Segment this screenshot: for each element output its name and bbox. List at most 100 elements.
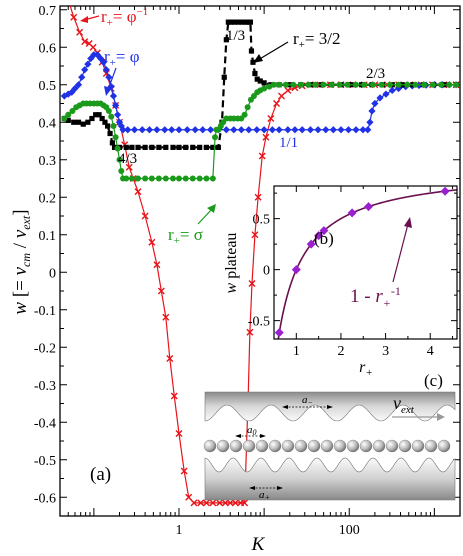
data-point	[180, 467, 188, 475]
data-point	[371, 99, 379, 108]
data-point	[278, 92, 285, 100]
data-point	[124, 126, 132, 134]
data-point	[170, 144, 176, 150]
inset-c-velocity-arrow	[392, 413, 445, 421]
inset-data-point	[364, 202, 374, 212]
svg-text:a−: a−	[302, 394, 313, 407]
data-point	[239, 19, 245, 25]
data-point	[230, 126, 238, 134]
data-point	[128, 175, 135, 182]
inset-c-particle	[385, 439, 399, 453]
y-tick-label: 0.1	[39, 229, 57, 244]
data-point	[282, 81, 289, 88]
data-point	[162, 175, 169, 182]
data-point	[111, 144, 118, 150]
y-tick-label: -0.6	[34, 491, 56, 506]
data-point	[99, 115, 105, 122]
data-point	[352, 81, 359, 88]
data-point	[248, 280, 256, 287]
data-point	[190, 499, 198, 507]
data-point	[169, 175, 176, 182]
data-point	[225, 19, 231, 25]
data-point	[84, 60, 92, 68]
inset-x-axis-label: r+	[359, 359, 373, 379]
inset-c-particle	[411, 439, 425, 453]
y-tick-label: 0.5	[39, 79, 57, 94]
inset-c-particle	[281, 439, 295, 453]
data-point	[142, 144, 148, 150]
data-point	[244, 104, 251, 111]
inset-c-schematic	[203, 391, 456, 501]
inset-data-point	[291, 265, 301, 275]
data-point	[260, 126, 268, 134]
main-x-axis-label: K	[251, 534, 266, 555]
data-point	[119, 126, 127, 134]
data-point	[210, 144, 216, 150]
data-point	[429, 81, 436, 88]
data-point	[386, 81, 393, 88]
data-point	[183, 144, 189, 150]
inset-data-point	[274, 328, 284, 338]
data-point	[161, 126, 169, 134]
data-point	[190, 144, 196, 150]
data-point	[115, 118, 124, 126]
data-point	[273, 100, 281, 107]
data-point	[112, 101, 120, 109]
data-point	[175, 126, 183, 134]
inset-c-particle	[424, 439, 438, 453]
inset-b-background	[274, 186, 457, 339]
data-point	[135, 144, 141, 150]
inset-y-tick-label: 0	[263, 264, 270, 279]
data-point	[388, 86, 396, 94]
data-point	[305, 81, 312, 88]
data-point	[253, 126, 261, 134]
y-tick-label: 0.6	[39, 41, 57, 56]
main-y-axis-label: w [= vcm / vext]	[10, 209, 33, 314]
y-tick-label: 0.3	[39, 154, 57, 169]
inset-c-particle	[203, 439, 217, 453]
data-point	[337, 126, 345, 134]
svg-text:a0: a0	[247, 424, 257, 437]
panel-c-label: (c)	[424, 371, 443, 390]
data-point	[175, 430, 183, 437]
data-point	[314, 126, 322, 134]
data-point	[148, 238, 156, 246]
data-point	[382, 90, 390, 98]
data-point	[93, 112, 99, 118]
data-point	[96, 112, 102, 118]
data-point	[209, 175, 216, 182]
inset-c-particle	[437, 439, 451, 453]
data-point	[284, 86, 292, 94]
main-series-group	[60, 6, 460, 507]
data-point	[157, 287, 165, 295]
data-point	[71, 84, 79, 93]
data-point	[70, 13, 78, 21]
data-point	[306, 126, 315, 134]
data-point	[438, 81, 445, 88]
data-point	[369, 81, 376, 88]
inset-x-tick-label: 2	[337, 344, 344, 359]
data-point	[329, 126, 337, 134]
data-point	[209, 499, 217, 507]
inset-c-particle	[294, 439, 308, 453]
data-point	[312, 81, 319, 88]
data-point	[242, 19, 248, 25]
data-point	[203, 175, 210, 182]
y-tick-label: 0.7	[39, 4, 57, 19]
data-point	[241, 111, 248, 118]
data-point	[135, 175, 142, 182]
data-point	[361, 81, 368, 88]
y-tick-label: -0.3	[34, 379, 56, 394]
data-point	[61, 115, 68, 122]
data-point	[344, 126, 353, 134]
data-point	[290, 81, 297, 88]
y-tick-label: -0.4	[34, 416, 56, 431]
data-point	[81, 38, 89, 46]
svg-text:w [= vcm / vext]: w [= vcm / vext]	[10, 209, 33, 314]
data-point	[206, 126, 215, 134]
y-tick-label: 0	[49, 266, 56, 281]
data-point	[176, 144, 182, 150]
data-point	[142, 175, 149, 182]
data-point	[105, 108, 112, 114]
data-point	[117, 122, 125, 130]
